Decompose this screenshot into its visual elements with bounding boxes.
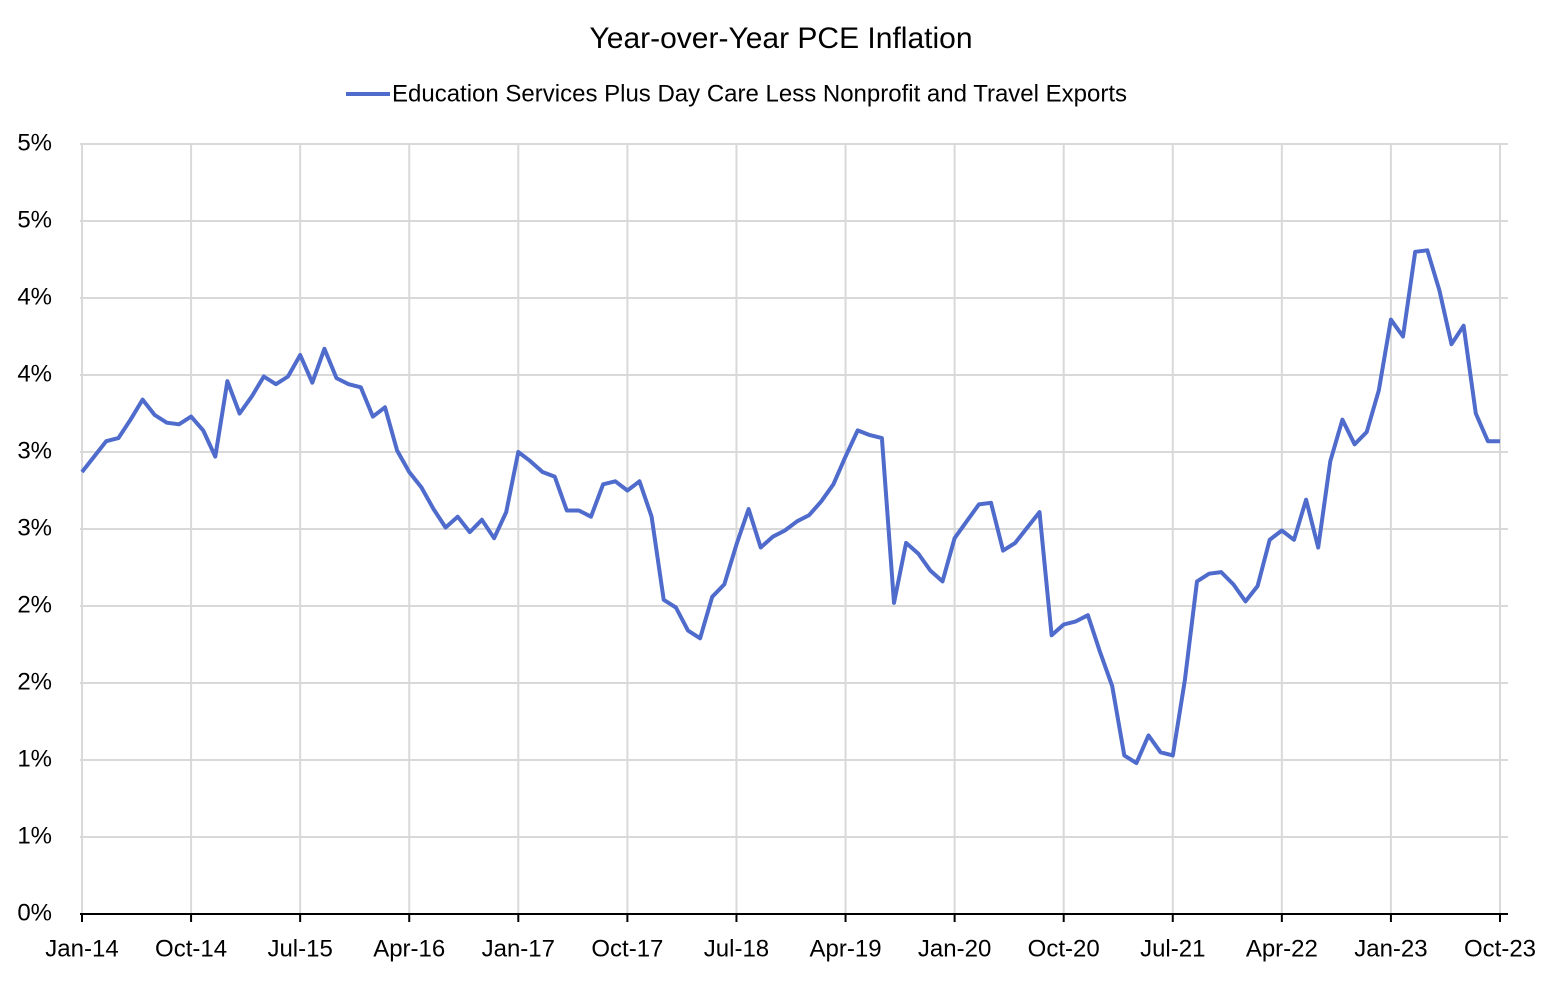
x-tick-label: Jan-23	[1354, 935, 1427, 962]
x-tick-label: Jan-14	[45, 935, 118, 962]
y-tick-label: 0%	[17, 899, 52, 926]
y-tick-label: 2%	[17, 668, 52, 695]
y-tick-label: 1%	[17, 745, 52, 772]
y-tick-label: 3%	[17, 437, 52, 464]
x-tick-label: Apr-19	[810, 935, 882, 962]
x-tick-label: Oct-14	[155, 935, 227, 962]
x-tick-label: Oct-17	[591, 935, 663, 962]
x-tick-label: Apr-22	[1246, 935, 1318, 962]
y-tick-label: 4%	[17, 283, 52, 310]
x-tick-label: Jan-20	[918, 935, 991, 962]
legend-label: Education Services Plus Day Care Less No…	[392, 80, 1127, 107]
x-tick-label: Oct-23	[1464, 935, 1536, 962]
x-tick-label: Oct-20	[1028, 935, 1100, 962]
x-tick-label: Jan-17	[482, 935, 555, 962]
x-tick-label: Jul-18	[704, 935, 769, 962]
y-tick-label: 2%	[17, 591, 52, 618]
x-tick-label: Jul-15	[267, 935, 332, 962]
y-tick-label: 1%	[17, 822, 52, 849]
x-tick-label: Apr-16	[373, 935, 445, 962]
y-tick-label: 5%	[17, 206, 52, 233]
chart-title: Year-over-Year PCE Inflation	[590, 22, 973, 55]
y-tick-label: 4%	[17, 360, 52, 387]
x-tick-label: Jul-21	[1140, 935, 1205, 962]
y-tick-label: 5%	[17, 129, 52, 156]
y-tick-label: 3%	[17, 514, 52, 541]
data-line	[80, 248, 1500, 766]
